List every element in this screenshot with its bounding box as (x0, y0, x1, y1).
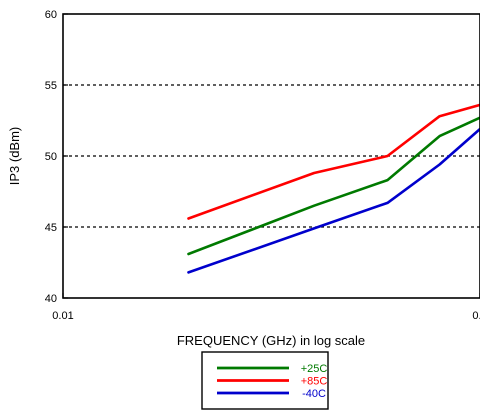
legend-label: +85C (301, 376, 328, 388)
y-tick-label: 40 (45, 293, 57, 305)
y-tick-label: 50 (45, 151, 57, 163)
axis-ticks: 40 45 50 55 60 0.01 0.1 (45, 9, 480, 322)
legend: +25C+85C-40C (201, 351, 329, 410)
legend-label: +25C (301, 363, 328, 375)
series-line (187, 127, 480, 274)
y-tick-label: 45 (45, 222, 57, 234)
y-tick-label: 60 (45, 9, 57, 21)
y-axis-title-group: IP3 (dBm) (7, 127, 22, 186)
legend-label: -40C (302, 388, 326, 400)
y-tick-label: 55 (45, 80, 57, 92)
series-line (187, 103, 480, 220)
x-tick-label: 0.1 (472, 310, 480, 322)
x-tick-label: 0.01 (52, 310, 73, 322)
x-axis-title: FREQUENCY (GHz) in log scale (177, 333, 365, 348)
series-line (187, 116, 480, 256)
series-lines (187, 103, 480, 274)
y-axis-title: IP3 (dBm) (7, 127, 22, 186)
